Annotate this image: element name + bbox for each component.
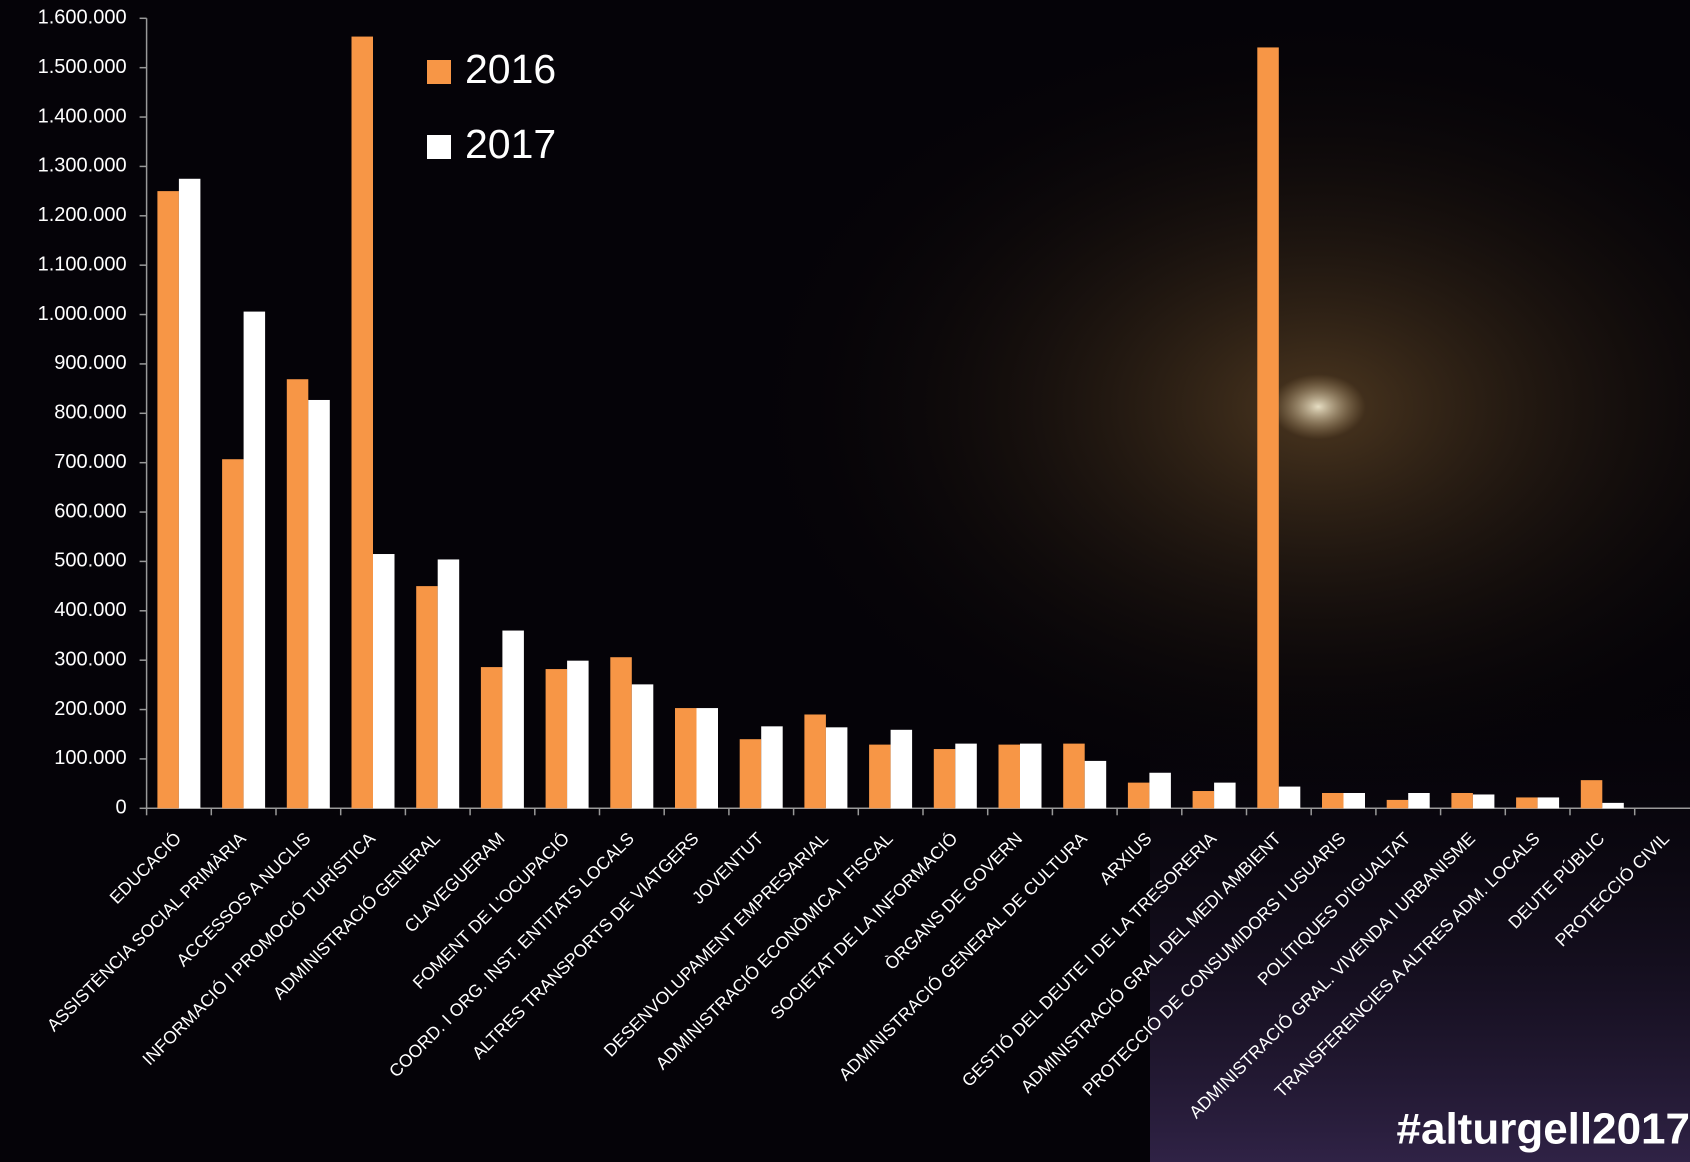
page: {"chart_data": {"type": "bar", "categori…	[0, 0, 1690, 1162]
hashtag: #alturgell2017	[1397, 1105, 1690, 1154]
bar	[697, 708, 719, 808]
bar	[1128, 783, 1150, 809]
bar	[1387, 800, 1409, 808]
bar	[179, 179, 201, 809]
y-tick-label: 200.000	[54, 698, 126, 720]
bar	[632, 684, 654, 808]
bar	[1408, 793, 1430, 808]
bar	[352, 37, 374, 809]
bar	[222, 459, 244, 808]
bar	[157, 191, 179, 808]
chart: 0 100.000 200.000 300.000 400.000 500.000 600.…	[0, 0, 1690, 1162]
legend-label: 2016	[465, 46, 556, 92]
bar	[1473, 794, 1495, 808]
legend-label: 2017	[465, 121, 556, 167]
bar	[1063, 744, 1085, 809]
bar	[675, 708, 697, 808]
bar	[1279, 787, 1301, 809]
bar	[804, 714, 826, 808]
bar	[1149, 773, 1171, 809]
bar	[1085, 761, 1107, 808]
bar	[1214, 783, 1236, 809]
bar	[740, 739, 762, 808]
y-tick-label: 600.000	[54, 500, 126, 522]
bar	[1538, 797, 1560, 808]
y-tick-label: 1.000.000	[38, 303, 127, 325]
y-tick-label: 300.000	[54, 648, 126, 670]
bar	[438, 559, 460, 808]
y-tick-label: 900.000	[54, 352, 126, 374]
bar	[1257, 47, 1279, 808]
bar	[1344, 793, 1366, 808]
bar	[610, 657, 632, 808]
y-tick-label: 1.300.000	[38, 155, 127, 177]
y-tick-label: 1.200.000	[38, 204, 127, 226]
y-tick-label: 1.600.000	[38, 7, 127, 29]
bar	[244, 312, 266, 809]
bar	[1581, 780, 1603, 808]
bar	[481, 667, 503, 808]
bar	[1193, 791, 1215, 808]
bar	[934, 749, 956, 808]
legend-swatch	[427, 60, 451, 84]
bar	[1451, 793, 1473, 808]
bar	[502, 631, 524, 809]
bar	[999, 745, 1021, 809]
bar	[416, 586, 438, 808]
bar	[567, 661, 589, 809]
bar	[869, 745, 891, 809]
y-tick-label: 1.400.000	[38, 105, 127, 127]
bar	[761, 726, 783, 808]
y-tick-label: 500.000	[54, 550, 126, 572]
y-tick-label: 1.100.000	[38, 253, 127, 275]
bar	[546, 669, 568, 808]
bar	[308, 400, 330, 808]
bar	[826, 727, 848, 808]
bar	[373, 554, 395, 808]
y-tick-label: 0	[115, 797, 126, 819]
y-tick-label: 100.000	[54, 747, 126, 769]
bar	[287, 379, 309, 808]
y-tick-label: 700.000	[54, 451, 126, 473]
bar	[1602, 803, 1624, 808]
bar	[1020, 744, 1042, 809]
bar	[1322, 793, 1344, 808]
y-tick-label: 1.500.000	[38, 56, 127, 78]
bar	[955, 744, 977, 809]
bar	[891, 730, 913, 809]
legend-swatch	[427, 135, 451, 159]
bar	[1516, 797, 1538, 808]
y-tick-label: 400.000	[54, 599, 126, 621]
y-tick-label: 800.000	[54, 402, 126, 424]
